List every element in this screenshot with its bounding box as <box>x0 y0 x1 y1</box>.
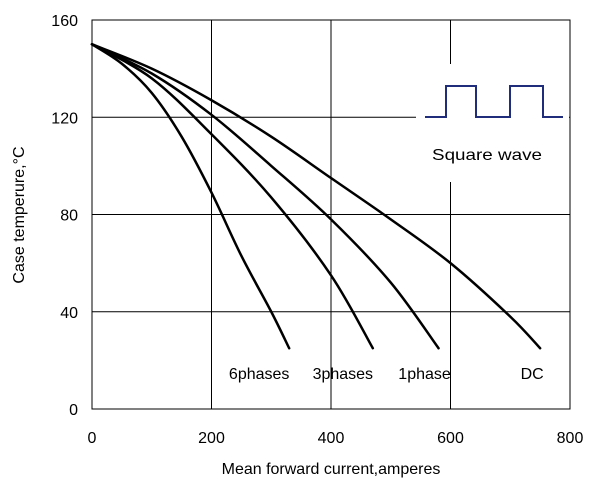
x-tick-label-800: 800 <box>557 430 584 447</box>
series-line-3phases <box>90 43 375 350</box>
x-tick-label-0: 0 <box>88 430 97 447</box>
inset-background <box>416 64 569 182</box>
curve-label-3phases: 3phases <box>313 366 374 383</box>
curve-labels: DC 1phase 3phases 6phases <box>229 366 544 383</box>
y-tick-label-0: 0 <box>69 402 78 419</box>
x-tick-label-400: 400 <box>318 430 345 447</box>
y-tick-label-40: 40 <box>60 305 78 322</box>
series-line-1phase <box>90 43 440 350</box>
series-line-6phases <box>90 43 291 350</box>
y-tick-label-80: 80 <box>60 208 78 225</box>
y-tick-label-160: 160 <box>51 13 78 30</box>
square-wave-inset <box>416 64 569 182</box>
curve-label-dc: DC <box>521 366 544 383</box>
x-tick-label-200: 200 <box>198 430 225 447</box>
plot-area-frame <box>91 19 571 410</box>
curve-label-1phase: 1phase <box>398 366 451 383</box>
x-axis-title: Mean forward current,amperes <box>222 461 441 478</box>
tick-labels: 0 200 400 600 800 0 40 80 120 160 <box>51 13 583 447</box>
curve-label-6phases: 6phases <box>229 366 290 383</box>
square-wave-icon <box>425 85 563 118</box>
y-tick-label-120: 120 <box>51 110 78 127</box>
x-tick-label-600: 600 <box>437 430 464 447</box>
y-axis-title: Case temperure,°C <box>11 146 28 283</box>
inset-label: Square wave <box>432 147 542 164</box>
series-line-dc <box>90 43 542 350</box>
series-curves <box>90 43 542 350</box>
